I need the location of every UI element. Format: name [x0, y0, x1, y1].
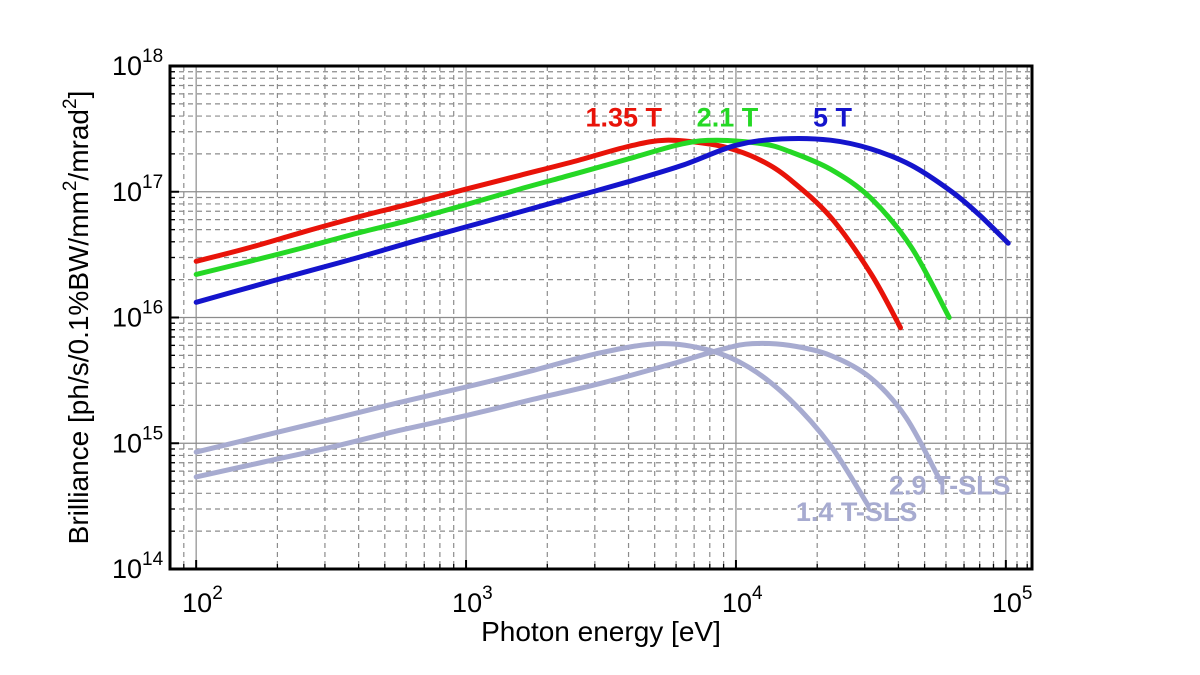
curves: [193, 136, 1011, 508]
curve-5-t: [193, 136, 1011, 305]
curve-label-2.9-t-sls: 2.9 T-SLS: [889, 471, 1011, 501]
curve-label-2.1-t: 2.1 T: [697, 103, 759, 133]
axis-ticks: [170, 65, 1028, 570]
curve-label-1.35-t: 1.35 T: [585, 103, 662, 133]
x-tick-labels: 102 103 104 105: [182, 583, 1032, 618]
y-axis-label: Brilliance [ph/s/0.1%BW/mm2/mrad2]: [60, 91, 94, 545]
curve-2.9-t-sls: [193, 340, 944, 485]
curve-1.35-t: [193, 137, 903, 331]
x-axis-label: Photon energy [eV]: [481, 616, 721, 647]
x-tick-label: 103: [452, 583, 493, 618]
curve-label-1.4-t-sls: 1.4 T-SLS: [796, 497, 918, 527]
x-tick-label: 102: [182, 583, 223, 618]
y-tick-labels: 1014 1015 1016 1017 1018: [112, 46, 164, 584]
y-tick-label: 1014: [112, 549, 164, 584]
curve-label-5-t: 5 T: [813, 103, 853, 133]
y-tick-label: 1016: [112, 298, 163, 333]
curve-1.4-t-sls: [193, 341, 871, 508]
curve-2.1-t: [193, 137, 952, 320]
y-tick-label: 1017: [112, 172, 163, 207]
y-axis-label-text: Brilliance [ph/s/0.1%BW/mm2/mrad2]: [60, 91, 94, 545]
x-tick-label: 104: [722, 583, 763, 618]
y-tick-label: 1015: [112, 423, 163, 458]
y-tick-label: 1018: [112, 46, 163, 81]
x-tick-label: 105: [992, 583, 1033, 618]
